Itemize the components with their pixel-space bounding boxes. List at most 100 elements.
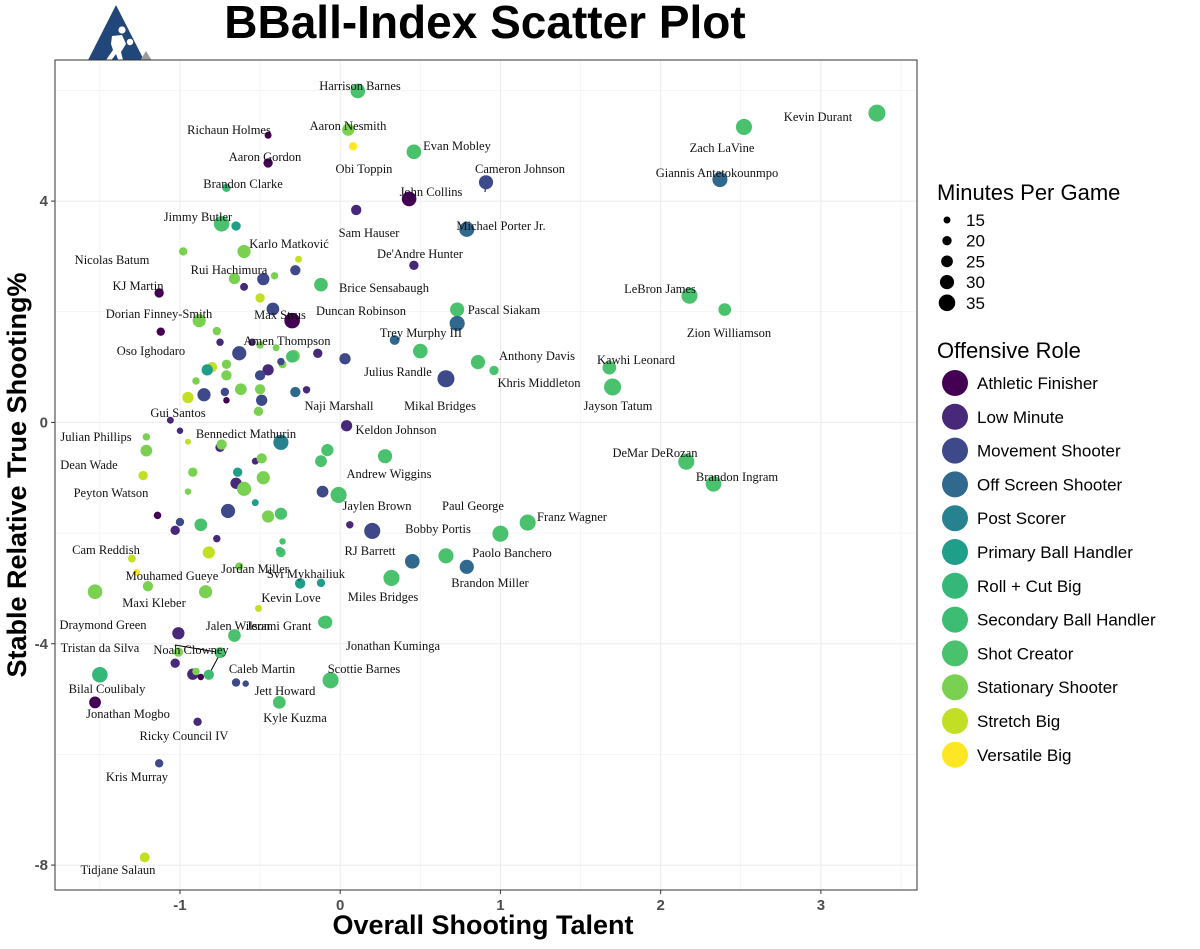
data-point-nicolas-batum [178, 247, 188, 256]
point-label-tidjane-salaun: Tidjane Salaun [81, 863, 157, 877]
point-labels: Harrison Barnes Richaun Holmes Aaron Nesmi… [59, 79, 852, 877]
data-point [248, 338, 256, 346]
data-point [202, 546, 215, 559]
data-point-franz-wagner [519, 514, 536, 531]
point-label-max-strus: Max Strus [254, 308, 306, 322]
data-point-bilal-coulibaly [92, 666, 108, 683]
data-point-kawhi-leonard [602, 360, 617, 375]
role-legend-label: Roll + Cut Big [977, 577, 1081, 596]
size-legend-label: 25 [966, 252, 985, 271]
point-label-scottie-barnes: Scottie Barnes [328, 662, 401, 676]
y-tick-label: 4 [40, 193, 49, 210]
data-point-kj-martin [154, 288, 164, 298]
data-point-brice-sensabaugh [314, 277, 328, 292]
data-point-cam-reddish [127, 554, 136, 563]
data-point-jaylen-brown [330, 486, 347, 503]
data-point [242, 680, 249, 687]
data-point [232, 346, 247, 361]
role-legend-key-roll-cut-big [942, 572, 968, 599]
point-label-jonathan-kuminga: Jonathan Kuminga [346, 639, 441, 653]
data-point-sam-hauser [351, 204, 362, 216]
data-point-mikal-bridges [437, 370, 455, 388]
data-point [220, 503, 236, 519]
x-tick-label: 2 [656, 897, 664, 914]
data-point [256, 471, 270, 485]
data-point [277, 357, 285, 366]
size-legend-key [939, 275, 955, 290]
point-label-mikal-bridges: Mikal Bridges [404, 399, 476, 413]
data-point-brandon-miller [459, 559, 474, 574]
point-label-sam-hauser: Sam Hauser [339, 226, 401, 240]
data-point-jonathan-kuminga [318, 616, 331, 629]
data-point-jonathan-mogbo [89, 696, 101, 709]
point-label-tristan-da-silva: Tristan da Silva [61, 641, 140, 655]
x-tick-label: -1 [173, 897, 186, 914]
role-legend-key-post-scorer [942, 505, 968, 532]
point-label-jimmy-butler: Jimmy Butler [164, 210, 233, 224]
data-point [231, 221, 241, 231]
point-label-brandon-ingram: Brandon Ingram [696, 470, 779, 484]
size-legend-key [938, 294, 956, 312]
size-legend-key [941, 255, 953, 268]
role-legend-label: Secondary Ball Handler [977, 611, 1156, 630]
data-point [228, 272, 241, 285]
data-point-paolo-banchero [492, 525, 509, 542]
axis-ticks: -1 0 1 2 3 -8 -4 0 4 [35, 193, 825, 914]
data-point-dean-wade [140, 444, 153, 457]
point-label-obi-toppin: Obi Toppin [336, 162, 394, 176]
role-legend-key-off-screen-shooter [942, 471, 968, 498]
plot-panel [54, 59, 918, 891]
point-label-khris-middleton: Khris Middleton [498, 376, 582, 390]
point-label-kyle-kuzma: Kyle Kuzma [263, 711, 327, 725]
data-point [295, 255, 303, 263]
data-point-harrison-barnes [350, 83, 366, 99]
data-point-anthony-davis [470, 355, 486, 370]
role-legend-label: Stretch Big [977, 712, 1060, 731]
size-legend-key [942, 236, 952, 246]
data-point [346, 521, 354, 529]
data-point-michael-porter-jr [459, 221, 475, 237]
data-point [256, 453, 267, 464]
data-point [232, 467, 243, 477]
point-label-bilal-coulibaly: Bilal Coulibaly [69, 682, 146, 696]
point-label-jalen-wilson: Jalen Wilson [206, 619, 271, 633]
size-legend-title: Minutes Per Game [937, 180, 1120, 205]
data-point-oso-ighodaro [156, 327, 165, 336]
data-point [184, 438, 191, 445]
data-point-brandon-clarke [222, 183, 231, 193]
data-point-khris-middleton [489, 365, 499, 376]
data-point [313, 348, 323, 358]
point-label-karlo-matkovi: Karlo Matković [249, 237, 329, 251]
data-point-caleb-martin [203, 669, 214, 680]
data-point [197, 673, 205, 681]
data-point-zach-lavine [735, 118, 752, 135]
data-point-maxi-kleber [142, 581, 154, 592]
data-point [240, 282, 249, 291]
data-point-max-strus [284, 312, 300, 329]
role-legend-key-movement-shooter [942, 437, 968, 464]
data-point [274, 507, 288, 520]
point-label-andrew-wiggins: Andrew Wiggins [346, 467, 431, 481]
x-tick-label: 0 [336, 897, 344, 914]
role-legend-key-primary-ball-handler [942, 539, 968, 565]
role-legend-key-stationary-shooter [942, 674, 968, 701]
point-label-jordan-miller: Jordan Miller [221, 562, 290, 576]
role-legend-label: Stationary Shooter [977, 678, 1118, 697]
point-label-cam-reddish: Cam Reddish [72, 543, 140, 557]
data-point [290, 386, 301, 398]
y-tick-label: -4 [35, 636, 49, 653]
role-legend-label: Post Scorer [977, 509, 1066, 528]
point-label-evan-mobley: Evan Mobley [423, 139, 491, 153]
point-label-ricky-council-iv: Ricky Council IV [140, 729, 229, 743]
chart-title: BBall-Index Scatter Plot [224, 0, 745, 48]
size-legend-label: 30 [966, 273, 985, 292]
point-label-trey-murphy-iii: Trey Murphy III [380, 326, 462, 340]
data-point-andrew-wiggins [377, 449, 393, 464]
data-point-tristan-da-silva [172, 627, 185, 640]
point-label-noah-clowney: Noah Clowney [153, 643, 229, 657]
data-point [176, 427, 184, 434]
data-point [220, 387, 230, 397]
data-point [316, 485, 329, 498]
data-point [201, 364, 213, 376]
